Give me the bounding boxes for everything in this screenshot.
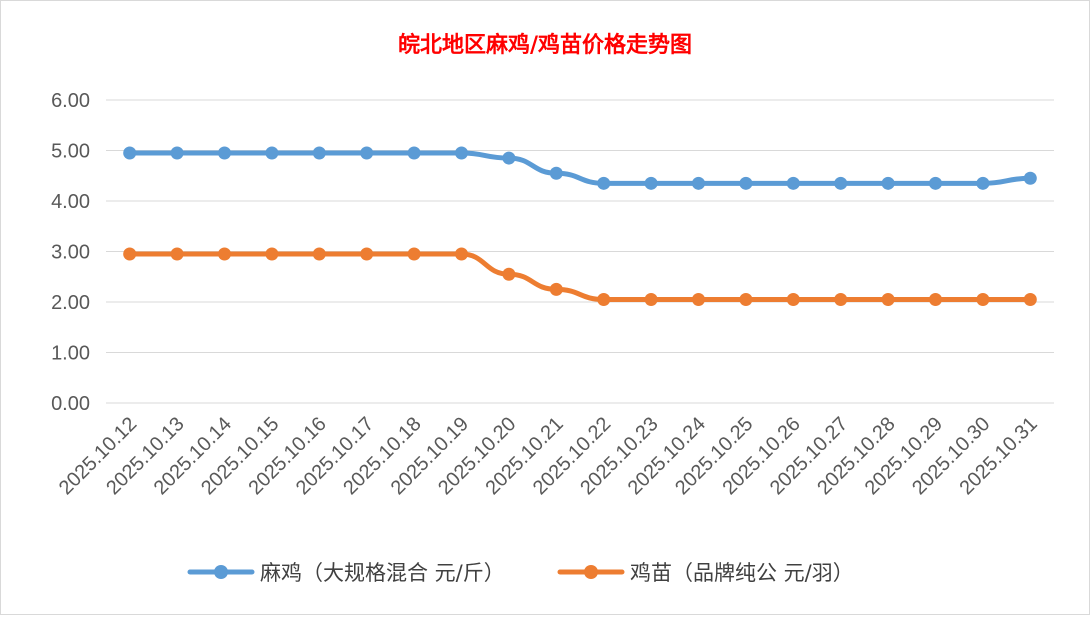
data-point bbox=[218, 247, 231, 261]
data-point bbox=[1023, 292, 1037, 306]
data-point bbox=[407, 247, 421, 261]
legend: 麻鸡（大规格混合 元/斤） 鸡苗（品牌纯公 元/羽） bbox=[187, 561, 854, 585]
data-point bbox=[834, 292, 848, 306]
data-point bbox=[786, 176, 800, 190]
chart-title: 皖北地区麻鸡/鸡苗价格走势图 bbox=[398, 32, 692, 58]
y-tick-label: 3.00 bbox=[51, 242, 90, 264]
data-point bbox=[218, 146, 231, 160]
y-tick-label: 6.00 bbox=[51, 90, 90, 112]
data-point bbox=[692, 176, 705, 190]
data-point bbox=[929, 292, 942, 306]
data-point bbox=[739, 176, 753, 190]
data-point bbox=[976, 176, 990, 190]
data-point bbox=[265, 247, 279, 261]
data-point bbox=[455, 146, 468, 160]
y-tick-label: 2.00 bbox=[51, 292, 90, 314]
data-point bbox=[644, 176, 658, 190]
data-point bbox=[881, 292, 895, 306]
data-point bbox=[1023, 171, 1037, 185]
legend-label: 鸡苗（品牌纯公 元/羽） bbox=[630, 561, 854, 585]
data-point bbox=[170, 247, 184, 261]
data-point bbox=[502, 151, 516, 165]
data-point bbox=[312, 146, 326, 160]
data-point bbox=[739, 292, 753, 306]
series-layer bbox=[123, 146, 1037, 306]
data-point bbox=[549, 166, 563, 180]
y-tick-label: 5.00 bbox=[51, 141, 90, 163]
data-point bbox=[170, 146, 184, 160]
legend-marker bbox=[214, 565, 228, 579]
data-point bbox=[455, 247, 468, 261]
data-point bbox=[597, 176, 611, 190]
y-tick-label: 4.00 bbox=[51, 191, 90, 213]
series-line-2 bbox=[127, 251, 1033, 302]
data-point bbox=[123, 146, 137, 160]
data-point bbox=[312, 247, 326, 261]
data-point bbox=[265, 146, 279, 160]
y-axis-ticks: 0.00 1.00 2.00 3.00 4.00 5.00 6.00 bbox=[51, 90, 90, 415]
data-point bbox=[881, 176, 895, 190]
data-point bbox=[834, 176, 848, 190]
legend-label: 麻鸡（大规格混合 元/斤） bbox=[260, 561, 505, 585]
data-point bbox=[976, 292, 990, 306]
y-tick-label: 0.00 bbox=[51, 393, 90, 415]
data-point bbox=[786, 292, 800, 306]
data-point bbox=[407, 146, 421, 160]
data-point bbox=[502, 267, 516, 281]
data-point bbox=[123, 247, 137, 261]
data-point bbox=[929, 176, 942, 190]
data-point bbox=[644, 292, 658, 306]
data-point bbox=[692, 292, 705, 306]
gridlines bbox=[106, 99, 1054, 404]
legend-marker bbox=[584, 565, 598, 579]
data-point bbox=[549, 282, 563, 296]
y-tick-label: 1.00 bbox=[51, 343, 90, 365]
data-point bbox=[597, 292, 611, 306]
data-point bbox=[360, 247, 374, 261]
data-point bbox=[360, 146, 374, 160]
